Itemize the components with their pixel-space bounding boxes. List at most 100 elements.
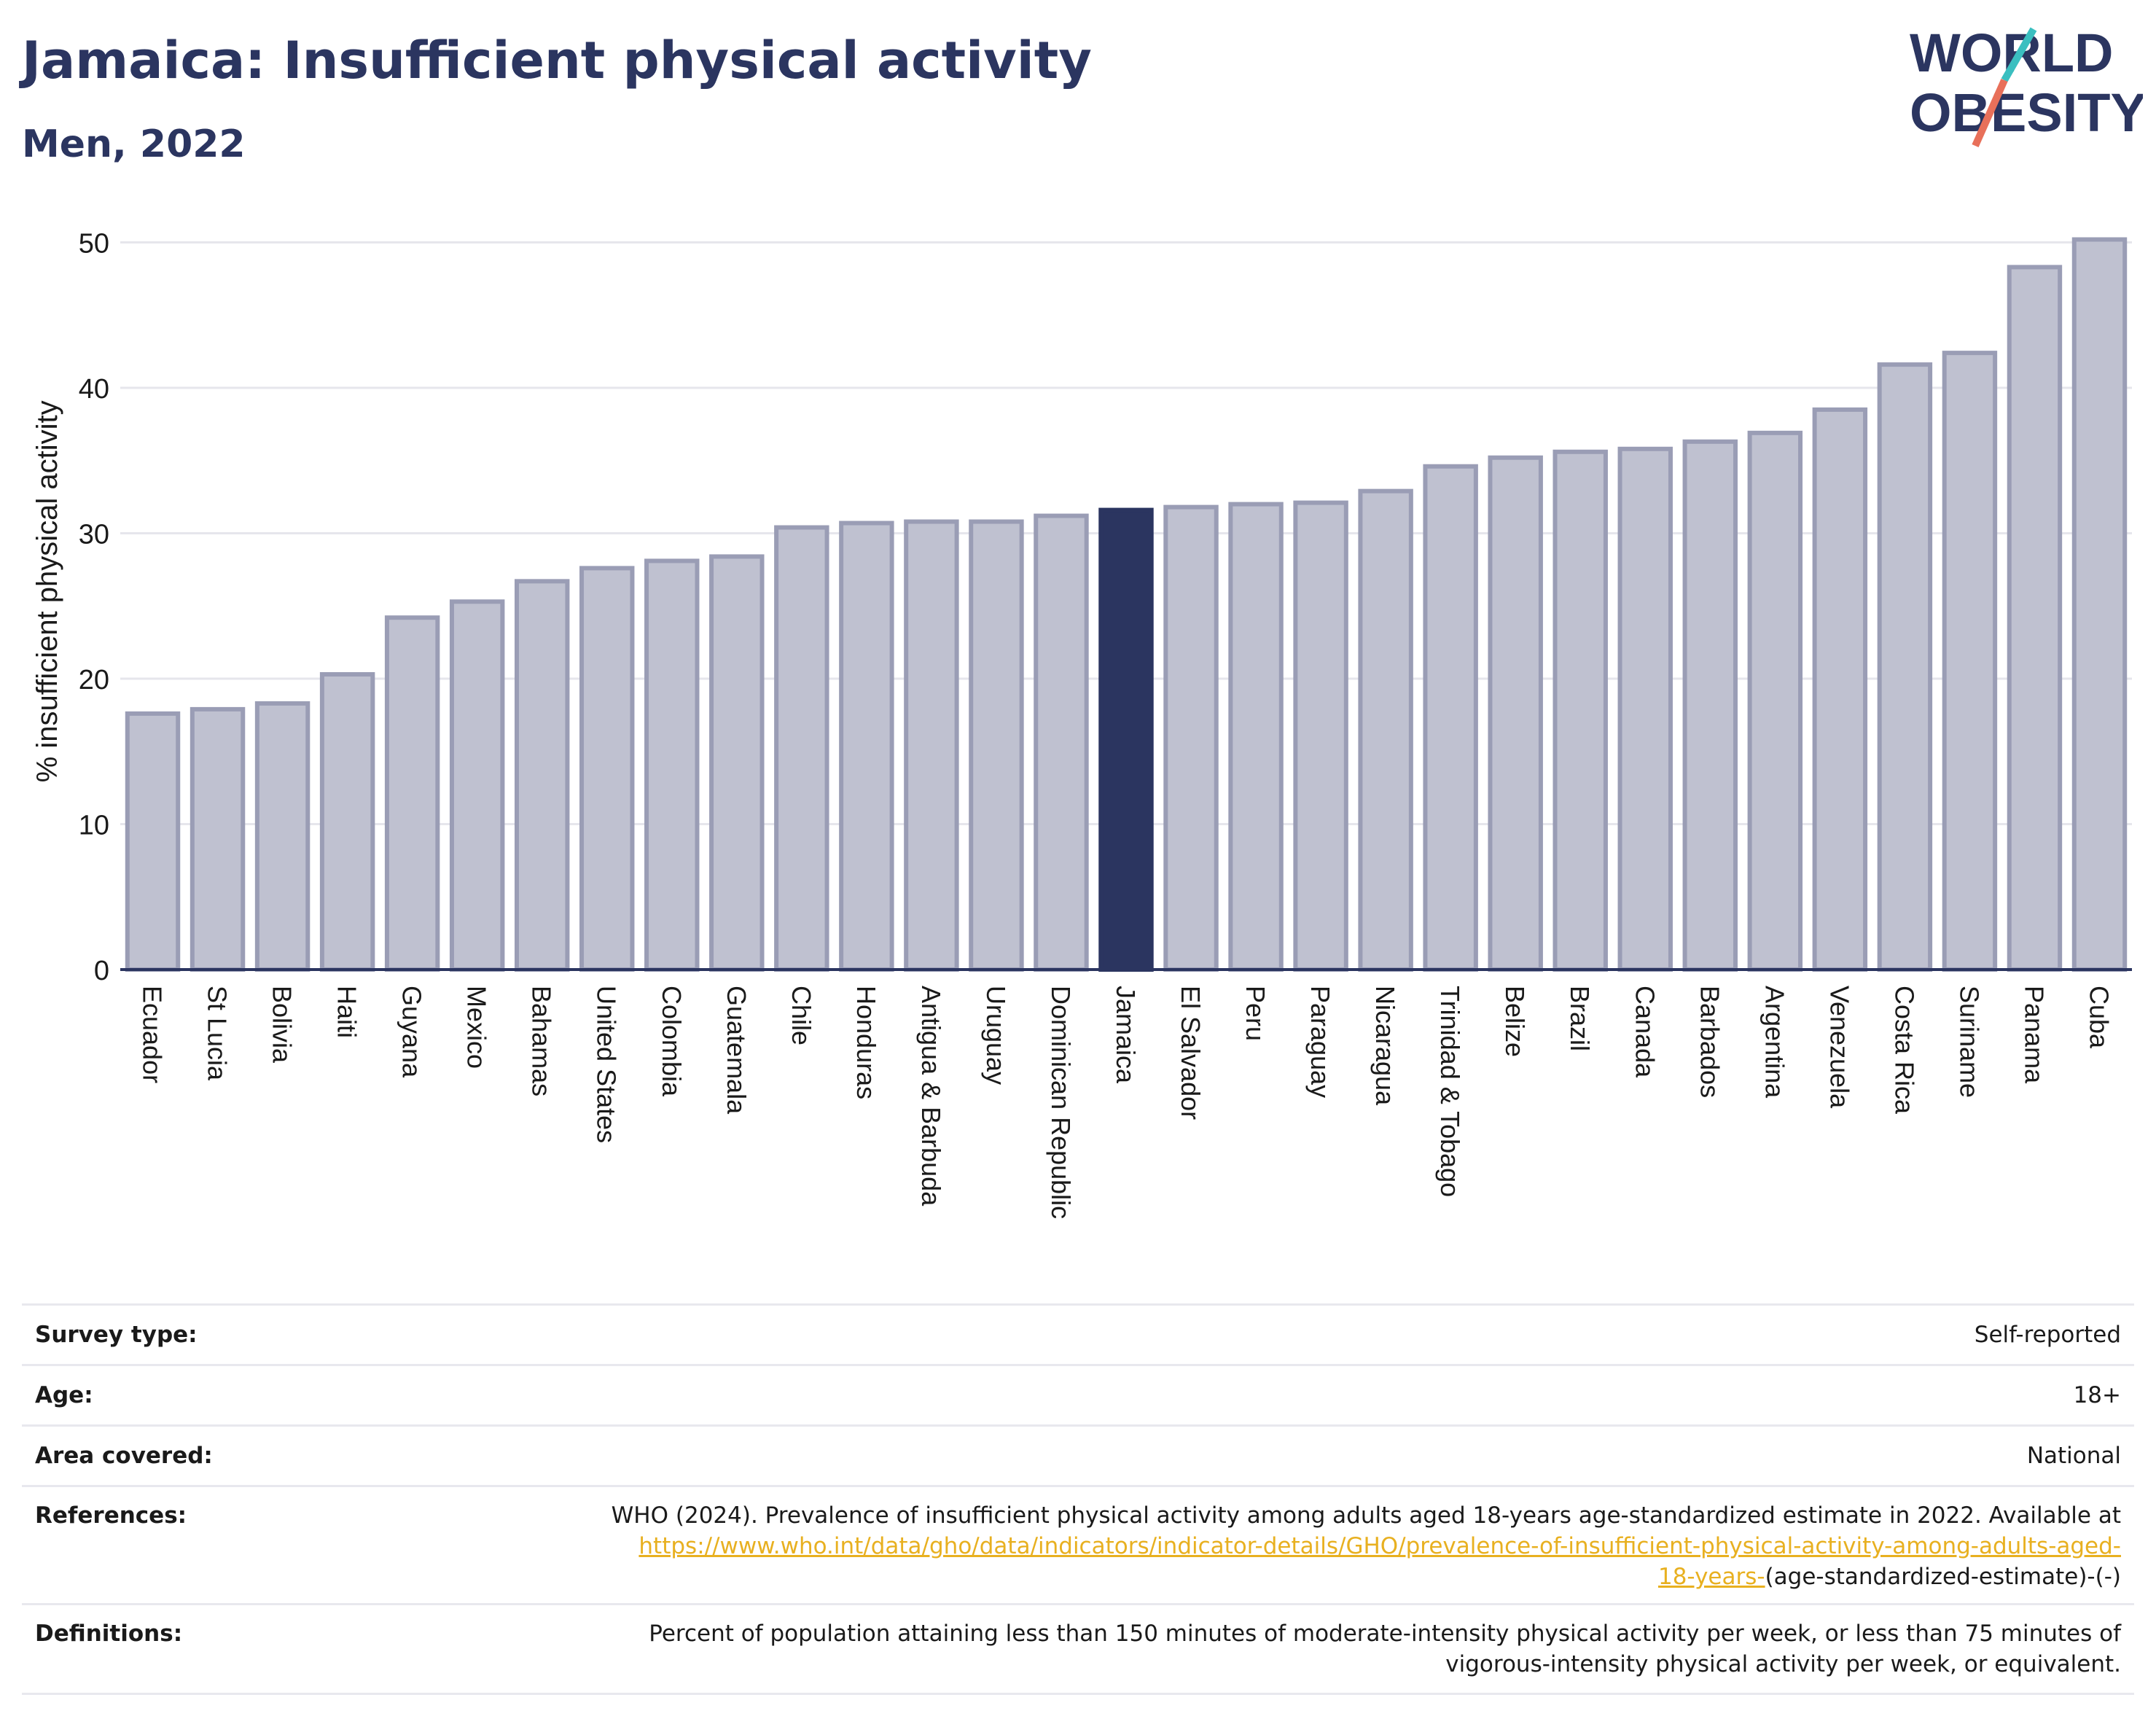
y-axis-label: % insufficient physical activity [31, 400, 63, 782]
bar-barbados [1682, 439, 1738, 972]
bar-costa-rica [1877, 362, 1933, 972]
x-tick-label: Costa Rica [1889, 986, 1919, 1115]
x-tick-label: Trinidad & Tobago [1435, 986, 1465, 1197]
survey-type-row: Survey type: Self-reported [22, 1303, 2134, 1364]
world-obesity-logo: WORLD OBESITY [1910, 23, 2143, 148]
x-tick-label: Jamaica [1111, 986, 1141, 1084]
references-label: References: [35, 1502, 187, 1529]
bar-antigua-barbuda [904, 519, 959, 972]
y-tick-label: 30 [79, 520, 109, 550]
y-tick-labels: 0 10 20 30 40 50 [79, 229, 109, 987]
x-tick-label: Argentina [1759, 986, 1789, 1099]
references-link-cont[interactable]: 18-years- [1657, 1564, 1765, 1590]
x-tick-label: Guatemala [722, 986, 751, 1115]
bar-uruguay [969, 519, 1024, 972]
definitions-line-1: Percent of population attaining less tha… [649, 1621, 2121, 1647]
bar-chile [774, 525, 829, 972]
bar-honduras [839, 520, 894, 972]
bar-haiti [319, 672, 375, 972]
logo-text-obesity: OBESITY [1910, 82, 2143, 143]
x-tick-label: Chile [786, 986, 816, 1045]
references-link[interactable]: https://www.who.int/data/gho/data/indica… [638, 1533, 2121, 1559]
bar-jamaica [1098, 507, 1154, 972]
bar-peru [1228, 502, 1284, 972]
x-tick-label: Bolivia [267, 986, 297, 1064]
bar-guatemala [709, 554, 765, 972]
x-tick-label: Suriname [1954, 986, 1984, 1098]
bar-trinidad-tobago [1423, 464, 1478, 972]
bar-bahamas [514, 579, 570, 972]
x-tick-label: Cuba [2084, 986, 2114, 1049]
x-tick-label: Belize [1500, 986, 1530, 1057]
x-tick-label: Canada [1630, 986, 1660, 1078]
logo-slash-red [1972, 78, 2008, 148]
definitions-row: Definitions: Percent of population attai… [22, 1603, 2134, 1695]
x-tick-label: Haiti [332, 986, 362, 1038]
bar-chart: 0 10 20 30 40 50 Ecuador St Lucia Bolivia Haiti G… [31, 229, 2132, 1219]
x-tick-label: Mexico [462, 986, 492, 1069]
x-tick-label: Barbados [1695, 986, 1725, 1098]
bar-paraguay [1293, 500, 1348, 972]
references-row: References: WHO (2024). Prevalence of in… [22, 1485, 2134, 1603]
info-table: Survey type: Self-reported Age: 18+ Area… [22, 1303, 2134, 1695]
x-tick-label: El Salvador [1176, 986, 1206, 1120]
x-tick-label: Honduras [851, 986, 881, 1099]
survey-type-label: Survey type: [35, 1322, 198, 1348]
x-tick-label: Uruguay [981, 986, 1011, 1085]
bar-dominican-republic [1034, 513, 1089, 972]
y-tick-label: 0 [94, 956, 109, 986]
area-row: Area covered: National [22, 1424, 2134, 1485]
references-value: WHO (2024). Prevalence of insufficient p… [612, 1500, 2134, 1603]
x-tick-label: Venezuela [1824, 986, 1854, 1109]
chart-subtitle: Men, 2022 [22, 122, 246, 166]
x-tick-label: Dominican Republic [1046, 986, 1076, 1219]
bar-venezuela [1812, 407, 1868, 972]
bar-belize [1488, 455, 1543, 972]
bar-panama [2007, 265, 2063, 972]
bar-colombia [644, 558, 700, 972]
bar-bolivia [254, 701, 310, 972]
chart-title: Jamaica: Insufficient physical activity [22, 31, 1092, 90]
bar-suriname [1942, 351, 1998, 972]
bar-argentina [1747, 430, 1803, 972]
x-tick-label: St Lucia [203, 986, 233, 1081]
x-tick-labels: Ecuador St Lucia Bolivia Haiti Guyana Mexico B… [138, 986, 2114, 1219]
x-tick-label: Colombia [657, 986, 687, 1097]
bar-mexico [449, 599, 505, 972]
x-tick-label: Peru [1241, 986, 1270, 1041]
area-value: National [2026, 1443, 2121, 1469]
x-tick-label: Guyana [397, 986, 427, 1078]
definitions-label: Definitions: [35, 1621, 183, 1647]
references-tail: (age-standardized-estimate)-(-) [1765, 1564, 2121, 1590]
x-tick-label: Antigua & Barbuda [916, 986, 946, 1206]
bar-ecuador [125, 711, 181, 972]
x-tick-label: United States [592, 986, 622, 1143]
area-label: Area covered: [35, 1443, 213, 1469]
age-row: Age: 18+ [22, 1364, 2134, 1424]
x-tick-label: Bahamas [527, 986, 557, 1096]
bar-st-lucia [190, 706, 246, 972]
x-tick-label: Panama [2019, 986, 2049, 1084]
bar-canada [1617, 446, 1673, 972]
references-text: WHO (2024). Prevalence of insufficient p… [611, 1502, 2121, 1529]
bars [125, 237, 2128, 972]
bar-cuba [2071, 237, 2128, 972]
x-tick-label: Brazil [1565, 986, 1595, 1051]
age-label: Age: [35, 1382, 93, 1408]
x-tick-label: Paraguay [1305, 986, 1335, 1098]
y-tick-label: 20 [79, 665, 109, 695]
y-tick-label: 40 [79, 374, 109, 405]
definitions-value: Percent of population attaining less tha… [649, 1618, 2134, 1693]
y-tick-label: 50 [79, 229, 109, 260]
bar-nicaragua [1358, 488, 1413, 972]
x-tick-label: Ecuador [138, 986, 168, 1083]
age-value: 18+ [2073, 1382, 2121, 1408]
x-tick-label: Nicaragua [1370, 986, 1400, 1106]
bar-united-states [579, 566, 635, 972]
y-tick-label: 10 [79, 811, 109, 841]
definitions-line-2: vigorous-intensity physical activity per… [1445, 1651, 2121, 1677]
logo-slash-teal [2001, 27, 2037, 82]
survey-type-value: Self-reported [1974, 1322, 2121, 1348]
bar-brazil [1552, 449, 1608, 972]
bar-guyana [384, 615, 440, 972]
